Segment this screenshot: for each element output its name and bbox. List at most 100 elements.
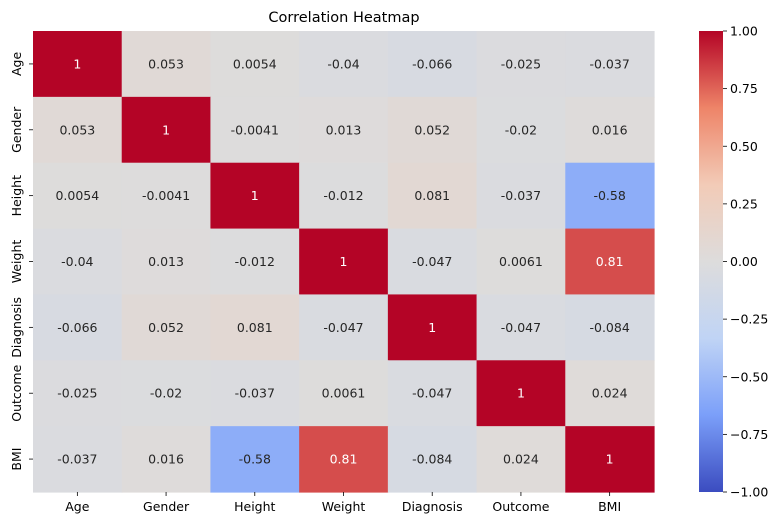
heatmap-cell <box>210 294 300 361</box>
y-tick-label: Gender <box>9 106 24 153</box>
heatmap-cell <box>565 228 655 296</box>
cell-value-label: 1 <box>340 254 348 269</box>
colorbar-tick-label: 0.25 <box>730 196 758 211</box>
y-tick-label: Age <box>9 52 24 76</box>
cell-value-label: 0.013 <box>326 122 362 137</box>
heatmap-cell <box>299 294 389 361</box>
cell-value-label: 0.0054 <box>55 188 99 203</box>
heatmap-cell <box>476 96 566 164</box>
heatmap-cell <box>299 96 389 164</box>
colorbar-tick-label: −0.25 <box>730 312 768 327</box>
colorbar-tick-label: 0.75 <box>730 81 758 96</box>
cell-value-label: 0.024 <box>503 452 539 467</box>
heatmap-cell <box>476 31 566 98</box>
x-tick-label: BMI <box>598 499 621 514</box>
cell-value-label: 0.013 <box>148 254 184 269</box>
cell-value-label: -0.58 <box>593 188 625 203</box>
heatmap-cell <box>299 31 389 98</box>
cell-value-label: 0.024 <box>592 386 628 401</box>
colorbar-tick-label: −1.00 <box>730 485 768 500</box>
heatmap-cell <box>387 162 478 230</box>
colorbar-tick-label: 0.50 <box>730 139 758 154</box>
cell-value-label: 0.053 <box>148 56 184 71</box>
x-tick-label: Diagnosis <box>402 499 463 514</box>
x-tick-label: Outcome <box>492 499 549 514</box>
heatmap-cell <box>33 162 123 230</box>
heatmap-cell <box>476 426 566 493</box>
heatmap-cell <box>210 228 300 296</box>
heatmap-cell <box>33 96 123 164</box>
heatmap-cell <box>210 426 300 493</box>
heatmap-cell <box>476 360 566 427</box>
colorbar-tick-label: −0.75 <box>730 427 768 442</box>
cell-value-label: -0.084 <box>412 452 452 467</box>
heatmap-cell <box>121 162 212 230</box>
colorbar-tick-label: 0.00 <box>730 254 758 269</box>
heatmap-cell <box>299 162 389 230</box>
heatmap-cell <box>33 360 123 427</box>
heatmap-cell <box>565 31 655 98</box>
cell-value-label: 1 <box>251 188 259 203</box>
heatmap-cell <box>387 294 478 361</box>
heatmap-cell <box>33 31 123 98</box>
x-tick-label: Weight <box>322 499 366 514</box>
colorbar-tick-label: −0.50 <box>730 369 768 384</box>
heatmap-cell <box>210 162 300 230</box>
heatmap-cell <box>476 294 566 361</box>
heatmap-cell <box>121 294 212 361</box>
cell-value-label: -0.084 <box>589 320 629 335</box>
cell-value-label: 0.0061 <box>322 386 366 401</box>
cell-value-label: 1 <box>428 320 436 335</box>
cell-value-label: -0.047 <box>412 254 452 269</box>
x-axis: Age Gender Height Weight Diagnosis Outcome BMI <box>65 492 621 514</box>
heatmap-cell <box>387 360 478 427</box>
colorbar-gradient <box>699 31 723 492</box>
cell-value-label: 0.052 <box>148 320 184 335</box>
cell-value-label: 0.053 <box>59 122 95 137</box>
cell-value-label: -0.037 <box>235 386 275 401</box>
y-tick-label: Diagnosis <box>9 297 24 358</box>
cell-value-label: -0.04 <box>327 56 359 71</box>
heatmap-cell <box>121 426 212 493</box>
heatmap-cell <box>210 360 300 427</box>
cell-value-label: 0.0061 <box>499 254 543 269</box>
cell-value-label: 1 <box>73 56 81 71</box>
heatmap-cell <box>387 426 478 493</box>
heatmap-cell <box>121 228 212 296</box>
heatmap-cell <box>299 228 389 296</box>
cell-value-label: -0.037 <box>57 452 97 467</box>
cell-value-label: 0.81 <box>596 254 624 269</box>
heatmap-cell <box>210 31 300 98</box>
colorbar-ticks: 1.00 0.75 0.50 0.25 0.00 −0.25 −0.50 −0.75 −1.00 <box>723 24 768 500</box>
heatmap-cells: 1 0.053 0.0054 -0.04 -0.066 -0.025 -0.037 0.053… <box>33 31 655 493</box>
cell-value-label: -0.066 <box>57 320 97 335</box>
cell-value-label: 0.81 <box>330 452 358 467</box>
chart-title: Correlation Heatmap <box>268 10 419 26</box>
heatmap-cell <box>33 426 123 493</box>
y-tick-label: Outcome <box>9 364 24 421</box>
cell-value-label: 0.052 <box>414 122 450 137</box>
heatmap-cell <box>121 360 212 427</box>
cell-value-label: -0.047 <box>323 320 363 335</box>
x-tick-label: Height <box>234 499 275 514</box>
cell-value-label: 0.016 <box>148 452 184 467</box>
heatmap-cell <box>210 96 300 164</box>
heatmap-cell <box>565 162 655 230</box>
colorbar-tick-label: 1.00 <box>730 24 758 39</box>
cell-value-label: -0.012 <box>323 188 363 203</box>
cell-value-label: -0.0041 <box>231 122 279 137</box>
cell-value-label: 1 <box>606 452 614 467</box>
heatmap-cell <box>299 360 389 427</box>
cell-value-label: 0.0054 <box>233 56 277 71</box>
cell-value-label: 1 <box>517 386 525 401</box>
y-tick-label: Weight <box>9 240 24 284</box>
cell-value-label: 0.016 <box>592 122 628 137</box>
heatmap-cell <box>476 228 566 296</box>
heatmap-cell <box>387 96 478 164</box>
cell-value-label: -0.025 <box>501 56 541 71</box>
cell-value-label: -0.02 <box>505 122 537 137</box>
heatmap-cell <box>565 294 655 361</box>
cell-value-label: 0.081 <box>414 188 450 203</box>
cell-value-label: -0.047 <box>501 320 541 335</box>
